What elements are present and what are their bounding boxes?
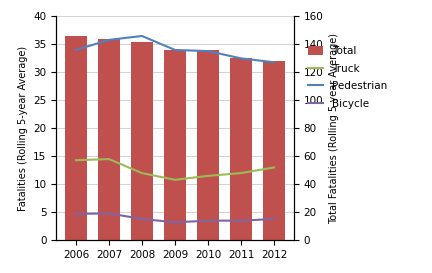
Bicycle bbox=[172, 221, 178, 224]
Pedestrian bbox=[172, 48, 178, 52]
Bar bbox=[230, 58, 252, 240]
Bar bbox=[98, 39, 120, 240]
Line: Bicycle: Bicycle bbox=[76, 213, 274, 222]
Bicycle bbox=[238, 219, 244, 222]
Truck bbox=[271, 166, 276, 169]
Bicycle bbox=[205, 219, 210, 222]
Bicycle bbox=[73, 212, 79, 216]
Bar bbox=[131, 41, 152, 240]
Line: Truck: Truck bbox=[76, 159, 274, 180]
Truck bbox=[140, 171, 145, 175]
Bar bbox=[197, 50, 219, 240]
Truck bbox=[238, 171, 244, 175]
Y-axis label: Fatalities (Rolling 5-year Average): Fatalities (Rolling 5-year Average) bbox=[18, 46, 28, 211]
Y-axis label: Total Fatalities (Rolling 5-year Average): Total Fatalities (Rolling 5-year Average… bbox=[329, 33, 339, 224]
Truck bbox=[73, 159, 79, 162]
Truck bbox=[205, 174, 210, 177]
Pedestrian bbox=[73, 48, 79, 52]
Pedestrian bbox=[205, 49, 210, 53]
Line: Pedestrian: Pedestrian bbox=[76, 36, 274, 62]
Bar bbox=[164, 50, 186, 240]
Truck bbox=[172, 178, 178, 182]
Pedestrian bbox=[238, 57, 244, 60]
Bicycle bbox=[140, 217, 145, 221]
Legend: Total, Truck, Pedestrian, Bicycle: Total, Truck, Pedestrian, Bicycle bbox=[308, 46, 387, 109]
Bicycle bbox=[106, 212, 111, 215]
Pedestrian bbox=[140, 34, 145, 38]
Pedestrian bbox=[271, 61, 276, 64]
Bicycle bbox=[271, 217, 276, 221]
Truck bbox=[106, 158, 111, 161]
Bar bbox=[263, 61, 285, 240]
Pedestrian bbox=[106, 38, 111, 41]
Bar bbox=[65, 36, 87, 240]
